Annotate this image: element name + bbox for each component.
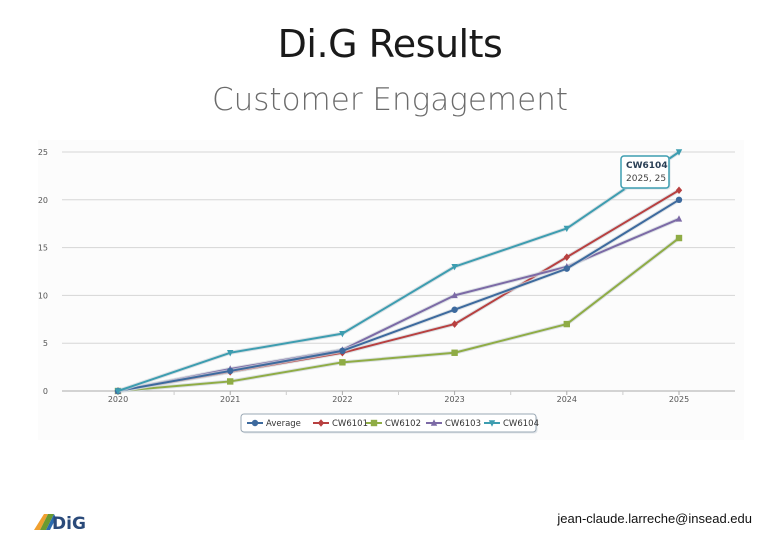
legend-label-cw6101: CW6101 xyxy=(332,419,368,429)
data-point-average xyxy=(339,347,346,355)
data-point-cw6102 xyxy=(451,349,458,356)
data-point-average xyxy=(227,367,234,375)
logo-mark-green xyxy=(40,514,54,530)
x-tick-label: 2025 xyxy=(669,395,689,404)
y-tick-label: 20 xyxy=(38,196,48,205)
logo-text: DiG xyxy=(52,514,86,534)
data-point-cw6101 xyxy=(563,253,570,261)
data-point-cw6104 xyxy=(339,330,346,338)
tooltip-value: 2025, 25 xyxy=(626,174,666,184)
data-point-cw6102 xyxy=(227,378,234,385)
data-point-average xyxy=(563,265,570,272)
x-tick-label: 2022 xyxy=(332,395,352,404)
data-point-average xyxy=(675,196,683,203)
legend-marker-cw6103 xyxy=(430,419,438,426)
y-tick-label: 10 xyxy=(38,291,48,300)
legend-marker-cw6104 xyxy=(488,420,496,427)
legend-marker-average xyxy=(251,419,259,427)
data-point-cw6102 xyxy=(675,234,683,242)
y-tick-label: 25 xyxy=(38,148,48,157)
y-tick-label: 0 xyxy=(43,387,48,396)
series-line-cw6102 xyxy=(117,237,680,392)
data-point-cw6102 xyxy=(563,320,570,328)
data-point-cw6104 xyxy=(114,388,122,395)
series-line-cw6104 xyxy=(117,151,680,392)
tooltip-series-name: CW6104 xyxy=(626,161,668,171)
legend-label-cw6102: CW6102 xyxy=(385,419,421,429)
legend-label-average: Average xyxy=(266,419,301,429)
page-subtitle: Customer Engagement xyxy=(211,82,568,118)
data-point-cw6104 xyxy=(675,149,683,156)
x-tick-label: 2023 xyxy=(444,395,464,404)
legend-label-cw6104: CW6104 xyxy=(503,419,539,429)
y-tick-label: 5 xyxy=(43,339,48,348)
page-title: Di.G Results xyxy=(277,22,503,66)
tooltip-box xyxy=(620,155,670,189)
x-tick-label: 2021 xyxy=(220,395,240,404)
data-point-cw6104 xyxy=(451,264,458,271)
dig-logo: DiG xyxy=(34,514,86,534)
contact-email: jean-claude.larreche@insead.edu xyxy=(557,511,752,526)
legend-marker-cw6101 xyxy=(317,419,325,427)
y-tick-label: 15 xyxy=(38,244,48,253)
x-tick-label: 2020 xyxy=(108,395,128,404)
data-point-cw6101 xyxy=(675,186,683,195)
legend-label-cw6103: CW6103 xyxy=(445,419,481,429)
data-point-cw6101 xyxy=(451,320,458,328)
x-tick-label: 2024 xyxy=(557,395,577,404)
series-line-average xyxy=(117,198,680,392)
data-point-average xyxy=(451,306,458,313)
data-point-cw6104 xyxy=(227,350,234,357)
data-point-cw6102 xyxy=(339,359,346,366)
data-point-cw6103 xyxy=(451,291,458,299)
legend-marker-cw6102 xyxy=(370,419,378,427)
data-point-cw6103 xyxy=(675,215,683,222)
logo-mark-orange xyxy=(34,514,48,530)
data-point-cw6104 xyxy=(563,225,570,233)
logo-mark-blue xyxy=(46,514,56,530)
legend-box xyxy=(240,413,537,433)
